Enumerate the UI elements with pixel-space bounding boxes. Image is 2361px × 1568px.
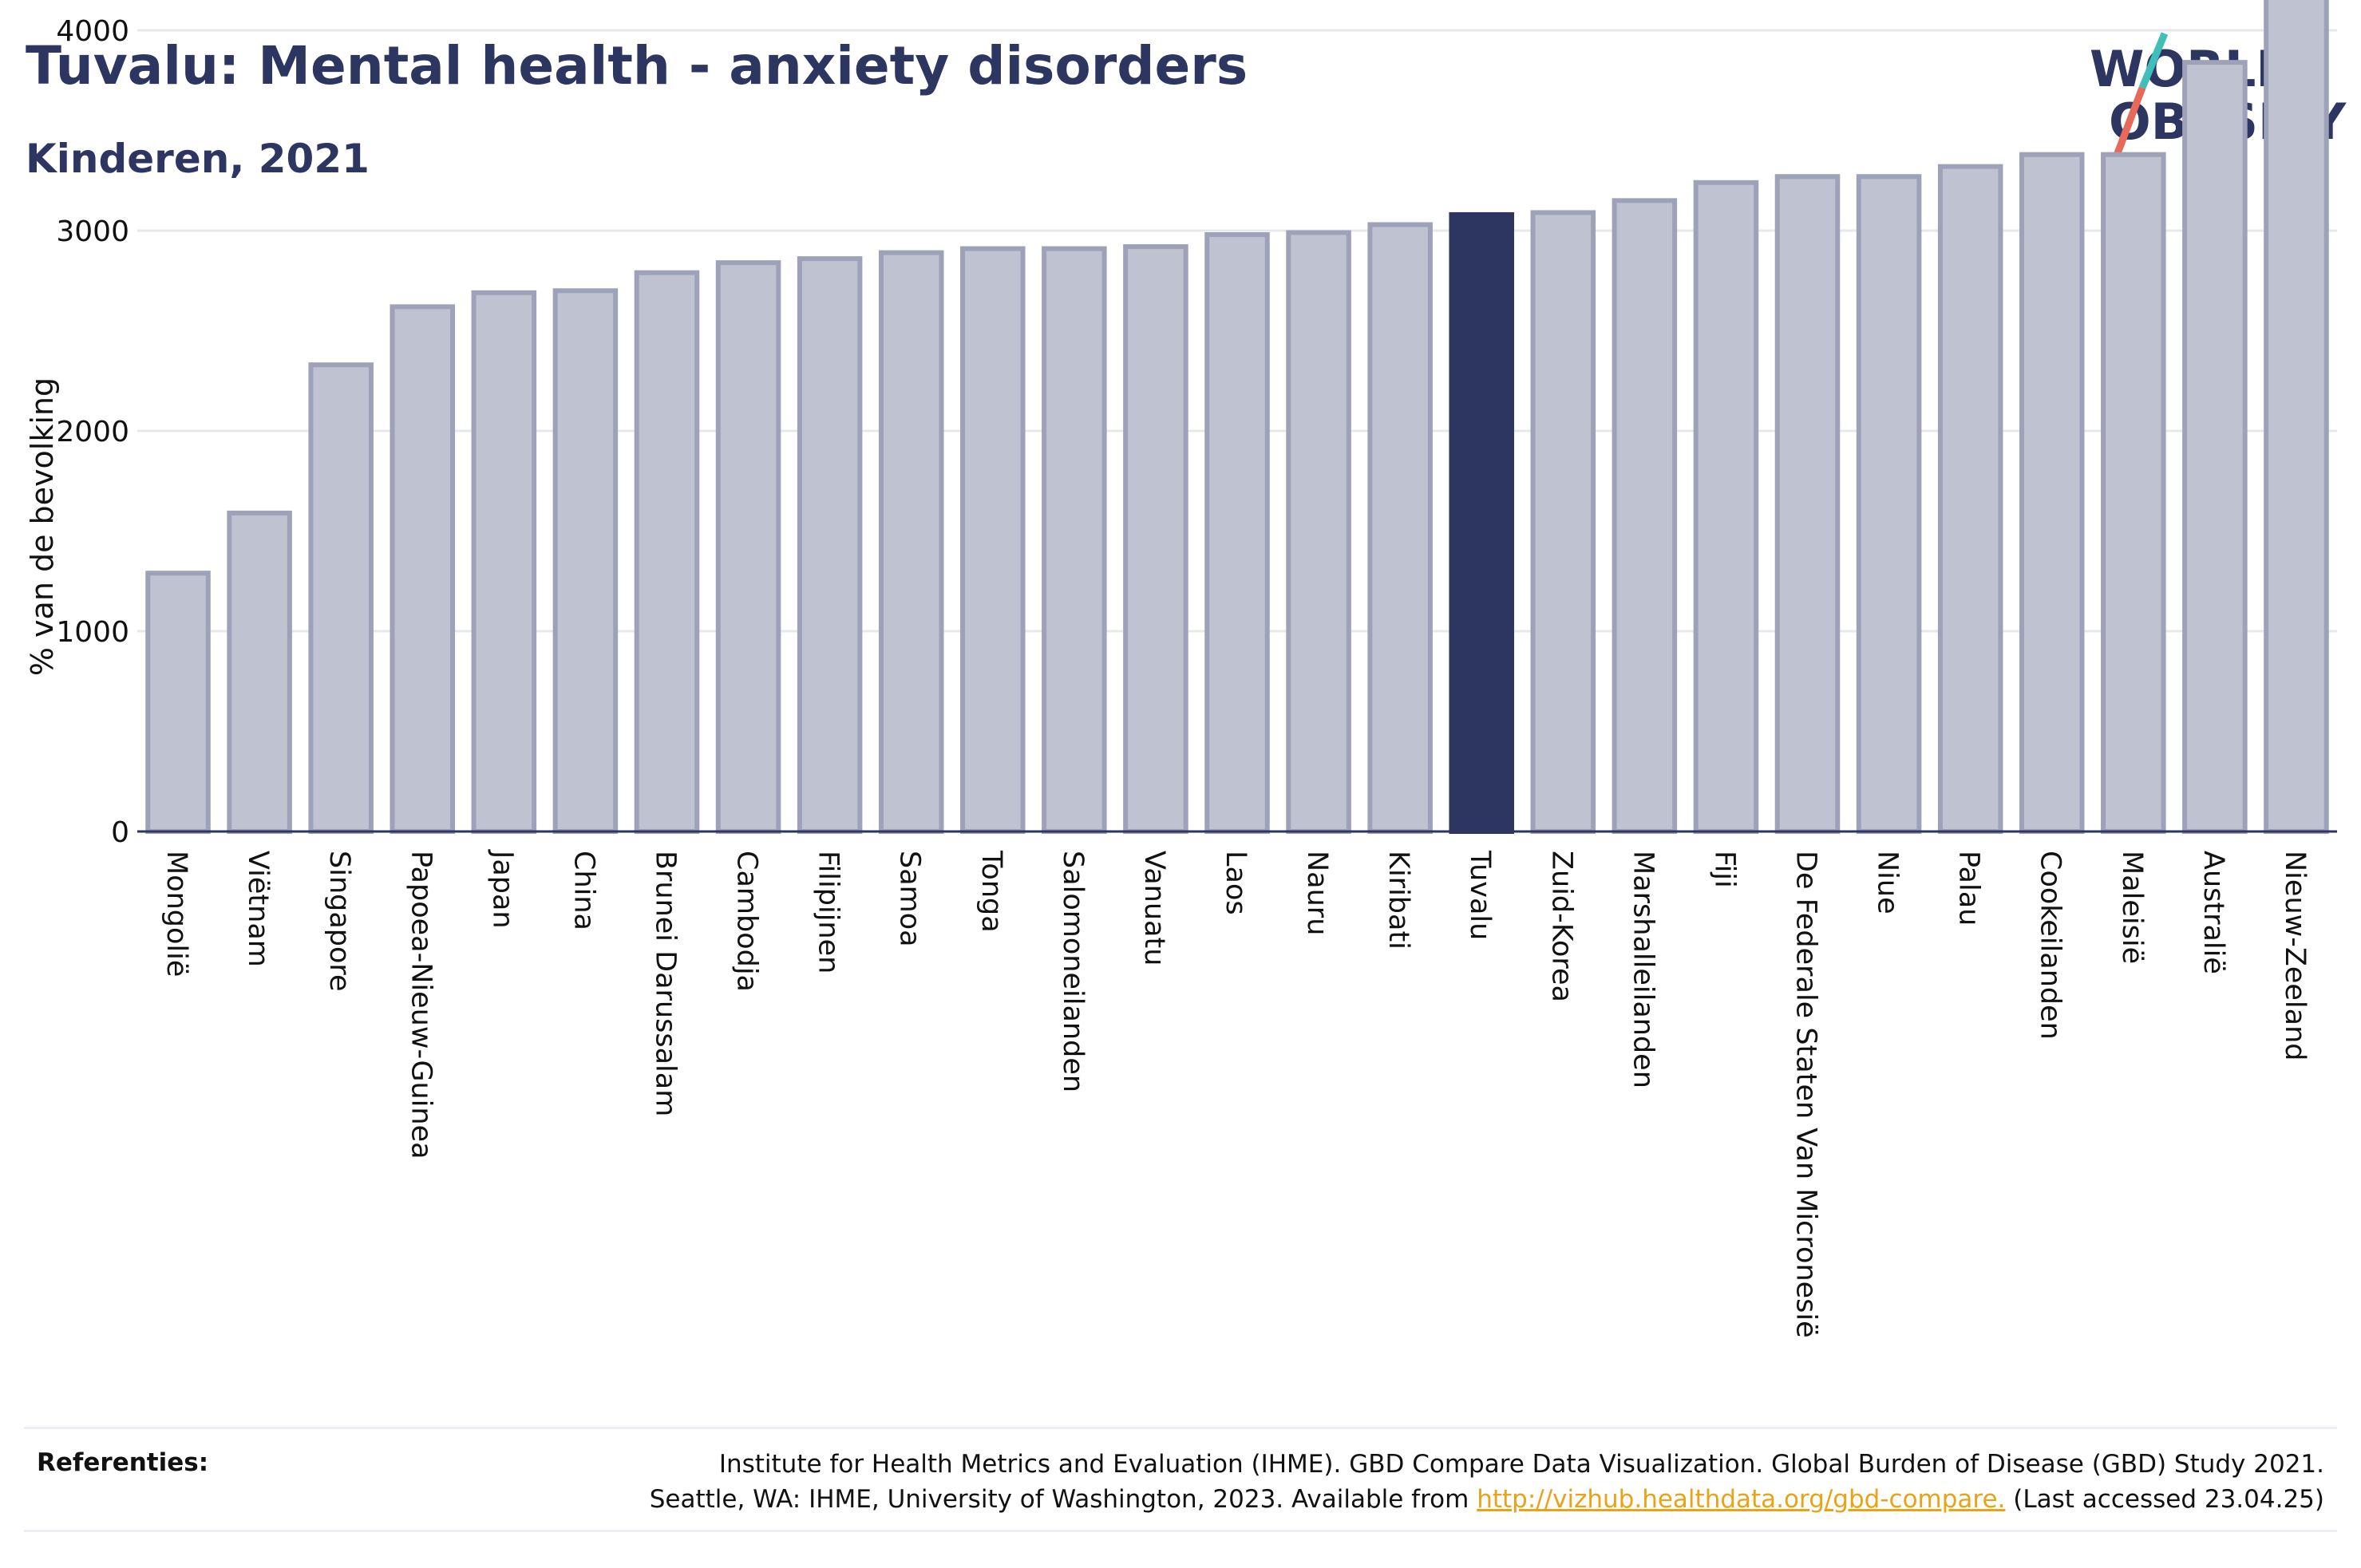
x-tick-label: Singapore [323,851,355,992]
bar-brunei-darussalam [634,270,700,834]
references-line2-prefix: Seattle, WA: IHME, University of Washing… [649,1485,1477,1514]
x-tick-label: Mongolië [160,851,192,977]
x-tick-label: Australië [2197,851,2229,974]
references-label: Referenties: [37,1448,209,1477]
x-tick-label: Vanuatu [1138,851,1170,966]
y-axis-label: % van de bevolking [25,377,60,676]
references-line2-suffix: (Last accessed 23.04.25) [2005,1485,2324,1514]
bar-china [552,288,619,834]
x-tick-label: Tuvalu [1464,850,1496,940]
x-tick-label: Nieuw-Zeeland [2279,851,2311,1061]
x-tick-label: Marshalleilanden [1627,851,1659,1088]
y-tick-label: 0 [111,816,129,849]
bar-japan [471,290,537,834]
y-tick-label: 4000 [56,15,129,48]
x-tick-label: Samoa [894,851,926,947]
bar-marshalleilanden [1612,198,1678,835]
bar-nieuw-zeeland [2264,0,2329,835]
x-tick-label: Cambodja [731,851,763,992]
bar-kiribati [1367,222,1433,835]
y-tick-label: 2000 [56,416,129,448]
x-tick-label: Viëtnam [242,851,274,967]
x-tick-label: Palau [1953,851,1985,926]
references-line1: Institute for Health Metrics and Evaluat… [718,1450,2324,1479]
bar-chart: 0 1000 2000 3000 4000 Mongolië Viëtnam Singapo… [25,0,2337,1338]
bar-salomoneilanden [1042,246,1107,834]
x-tick-label: Filipijnen [813,851,844,974]
bar-fiji [1693,180,1759,834]
bar-zuid-korea [1530,210,1596,835]
chart-subtitle: Kinderen, 2021 [26,136,370,182]
bar-cambodja [715,260,781,835]
bar-de-federale-staten-van-micronesi- [1774,174,1841,835]
x-tick-label: Maleisië [2116,851,2148,964]
x-tick-label: Brunei Darussalam [649,851,681,1116]
x-tick-label: Zuid-Korea [1545,851,1577,1002]
bar-vanuatu [1123,244,1188,834]
x-tick-label: Salomoneilanden [1057,851,1089,1092]
references-text: Institute for Health Metrics and Evaluat… [650,1447,2324,1517]
chart-title: Tuvalu: Mental health - anxiety disorder… [26,35,1248,97]
x-tick-label: Kiribati [1382,851,1414,950]
bar-australi- [2182,60,2248,835]
bar-filipijnen [797,256,863,834]
bar-nauru [1286,230,1351,834]
bar-tuvalu [1449,211,1514,835]
logo-slash-top [2138,32,2169,89]
references-link[interactable]: http://vizhub.healthdata.org/gbd-compare… [1477,1485,2006,1514]
x-tick-label: Japan [486,849,518,929]
y-ticks: 0 1000 2000 3000 4000 [56,15,129,849]
bar-samoa [878,250,944,834]
references-box: Referenties: Institute for Health Metric… [24,1427,2337,1532]
logo-slash-bottom [2111,86,2146,161]
y-tick-label: 1000 [56,616,129,649]
x-tick-label: Fiji [1708,851,1740,888]
bar-mongoli- [145,571,211,835]
y-tick-label: 3000 [56,215,129,248]
x-tick-label: China [568,851,599,930]
bar-niue [1856,174,1922,835]
bars [145,0,2329,835]
x-tick-label: Tonga [975,850,1007,933]
bar-vi-tnam [227,510,292,834]
x-tick-label: Nauru [1301,851,1333,935]
bar-papoea-nieuw-guinea [390,304,456,834]
bar-tonga [960,246,1026,834]
x-labels: Mongolië Viëtnam Singapore Papoea-Nieuw-Gui… [160,849,2311,1338]
bar-laos [1204,232,1270,834]
x-tick-label: Papoea-Nieuw-Guinea [405,851,437,1159]
x-tick-label: Laos [1220,851,1252,915]
x-tick-label: De Federale Staten Van Micronesië [1790,851,1822,1338]
bar-palau [1937,164,2003,834]
bar-maleisi- [2101,152,2166,834]
x-tick-label: Niue [1872,851,1904,914]
references-line2: Seattle, WA: IHME, University of Washing… [650,1482,2324,1517]
bar-cookeilanden [2019,152,2085,834]
bar-singapore [308,362,374,835]
x-tick-label: Cookeilanden [2035,851,2066,1040]
